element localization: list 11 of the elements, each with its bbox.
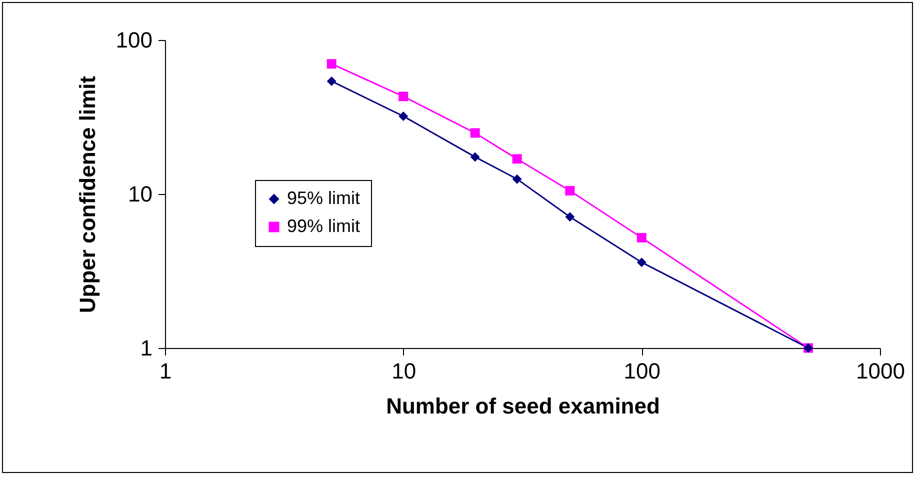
x-tick-label: 1 bbox=[159, 358, 172, 384]
x-axis-title: Number of seed examined bbox=[386, 394, 660, 418]
x-tick-label: 100 bbox=[624, 358, 661, 384]
legend-label: 99% limit bbox=[287, 216, 360, 236]
x-tick-label: 10 bbox=[392, 358, 416, 384]
y-tick-label: 1 bbox=[140, 336, 152, 360]
x-tick-label: 1000 bbox=[856, 358, 905, 384]
y-tick-label: 100 bbox=[116, 28, 152, 52]
y-axis-title: Upper confidence limit bbox=[74, 75, 100, 314]
y-tick-label: 10 bbox=[128, 182, 152, 206]
legend-label: 95% limit bbox=[287, 188, 360, 208]
